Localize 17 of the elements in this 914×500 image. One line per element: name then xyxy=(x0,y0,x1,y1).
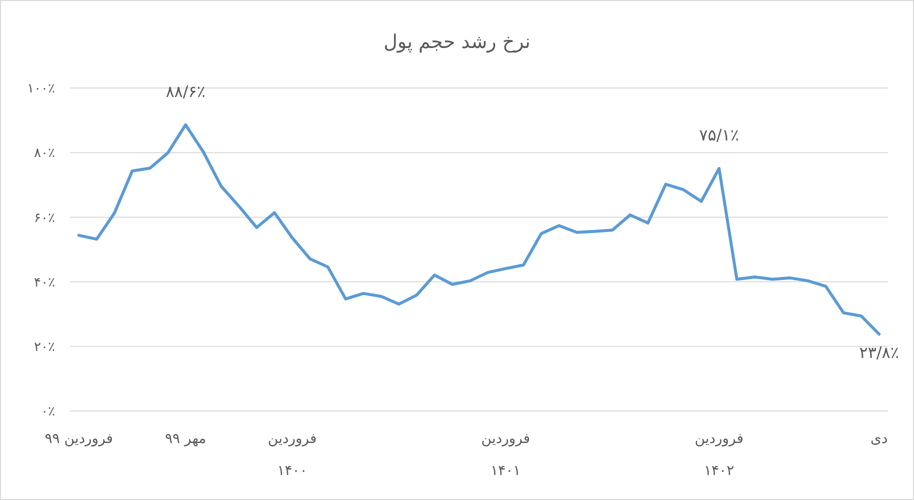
y-tick-label: ۶۰٪ xyxy=(34,210,56,226)
x-tick-label: دی xyxy=(870,431,888,447)
y-tick-label: ۸۰٪ xyxy=(34,146,56,162)
chart-title: نرخ رشد حجم پول xyxy=(384,31,530,53)
data-label: ۷۵/۱٪ xyxy=(699,125,739,144)
y-tick-label: ۴۰٪ xyxy=(34,275,56,290)
x-tick-label: مهر ۹۹ xyxy=(164,431,206,447)
x-tick-label: فروردین ۱۴۰۱ xyxy=(481,431,530,479)
x-tick-label: فروردین ۱۴۰۲ xyxy=(694,431,744,479)
x-tick-label: فروردین ۹۹ xyxy=(44,431,114,447)
y-tick-label: ۰٪ xyxy=(41,404,56,420)
y-tick-label: ۲۰٪ xyxy=(34,340,56,355)
line-series xyxy=(77,123,881,336)
data-label: ۸۸/۶٪ xyxy=(166,82,206,101)
data-label: ۲۳/۸٪ xyxy=(859,343,899,362)
x-tick-label: فروردین ۱۴۰۰ xyxy=(268,431,317,479)
y-tick-label: ۱۰۰٪ xyxy=(27,82,56,97)
